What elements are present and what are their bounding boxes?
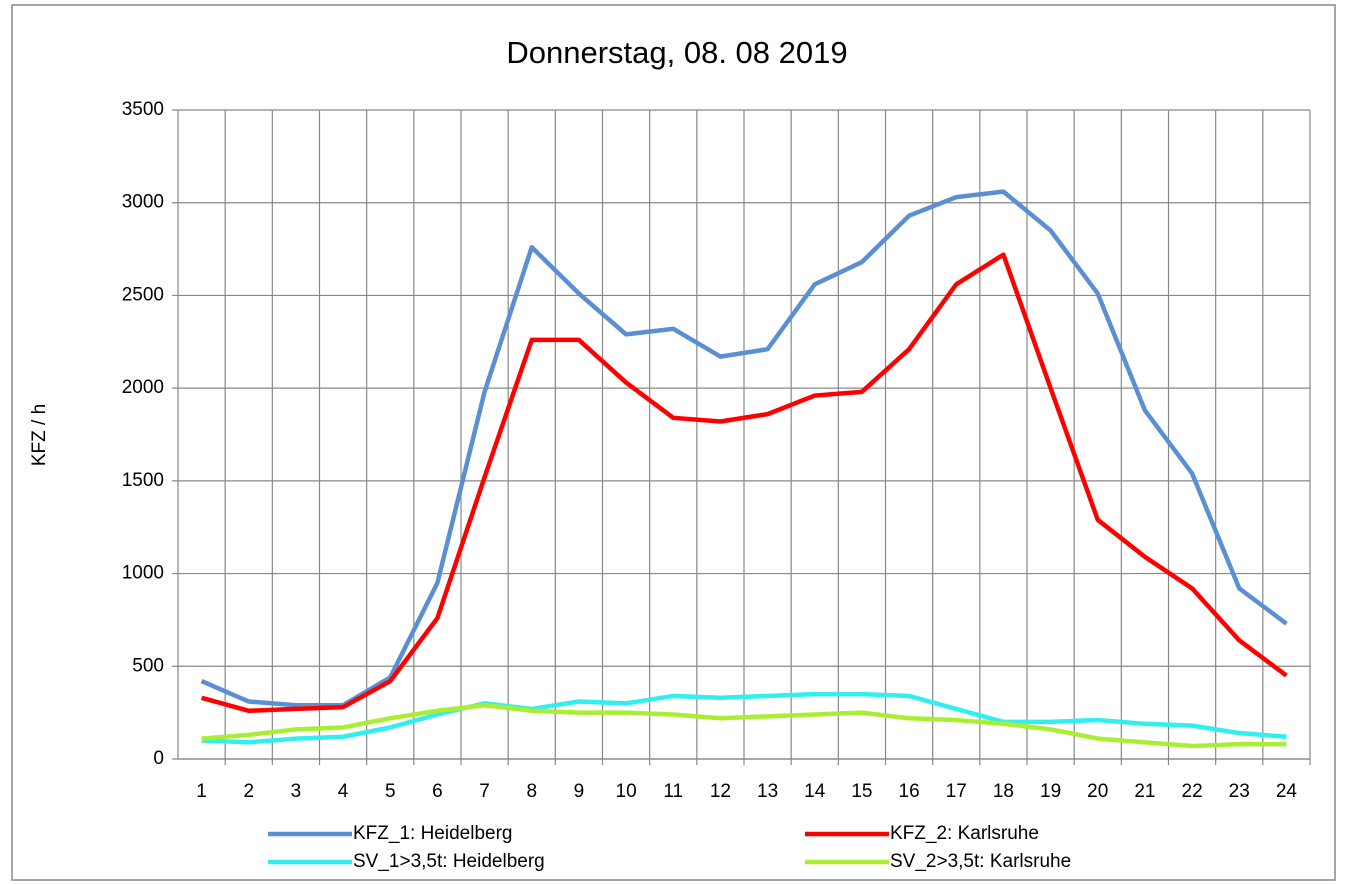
x-tick-label: 9 — [574, 781, 585, 802]
x-tick-label: 21 — [1134, 781, 1155, 802]
x-tick-label: 7 — [479, 781, 490, 802]
x-tick-label: 19 — [1040, 781, 1061, 802]
x-tick-label: 17 — [946, 781, 967, 802]
legend-label: SV_1>3,5t: Heidelberg — [353, 851, 545, 872]
x-tick-label: 2 — [243, 781, 254, 802]
x-tick-label: 23 — [1229, 781, 1250, 802]
chart-title: Donnerstag, 08. 08 2019 — [506, 35, 847, 70]
x-tick-label: 20 — [1087, 781, 1108, 802]
series-line — [200, 252, 1288, 714]
series-line — [201, 702, 1287, 749]
x-tick-label: 11 — [663, 781, 683, 802]
x-tick-label: 4 — [338, 781, 349, 802]
x-tick-label: 16 — [899, 781, 920, 802]
x-tick-label: 8 — [526, 781, 537, 802]
y-tick-label: 0 — [153, 748, 164, 769]
y-tick-label: 2500 — [122, 284, 164, 305]
y-tick-label: 500 — [132, 655, 164, 676]
x-tick-label: 6 — [432, 781, 443, 802]
y-tick-label: 2000 — [122, 377, 164, 398]
series-line — [200, 189, 1288, 708]
y-tick-label: 3000 — [122, 192, 164, 213]
x-tick-label: 18 — [993, 781, 1014, 802]
x-tick-label: 1 — [196, 781, 207, 802]
y-tick-label: 1000 — [122, 563, 164, 584]
x-tick-label: 10 — [616, 781, 637, 802]
x-tick-label: 3 — [291, 781, 302, 802]
x-tick-label: 5 — [385, 781, 396, 802]
x-tick-label: 24 — [1276, 781, 1298, 802]
series-line — [201, 691, 1287, 745]
y-tick-label: 3500 — [122, 99, 164, 120]
x-tick-label: 15 — [851, 781, 872, 802]
y-tick-label: 1500 — [122, 470, 164, 491]
chart-border — [11, 4, 1336, 881]
legend-label: SV_2>3,5t: Karlsruhe — [890, 851, 1071, 872]
x-tick-label: 14 — [804, 781, 826, 802]
x-tick-label: 22 — [1182, 781, 1203, 802]
legend-label: KFZ_1: Heidelberg — [353, 823, 512, 844]
x-tick-label: 13 — [757, 781, 778, 802]
legend-label: KFZ_2: Karlsruhe — [890, 823, 1039, 844]
y-axis-label: KFZ / h — [29, 404, 50, 466]
x-tick-label: 12 — [710, 781, 731, 802]
